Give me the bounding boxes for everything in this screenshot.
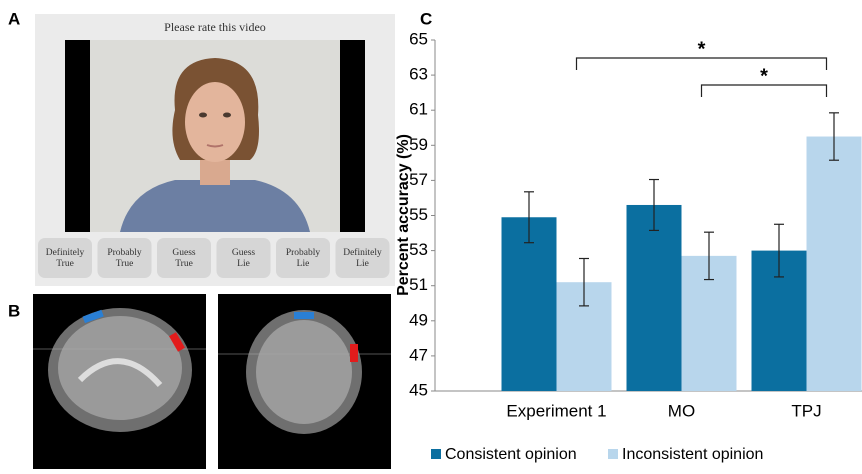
y-tick-label: 47 xyxy=(409,345,428,364)
figure: A B C Please rate this video DefinitelyT… xyxy=(0,0,862,469)
mri-images xyxy=(33,294,391,469)
rating-ui: Please rate this video DefinitelyTruePro… xyxy=(35,14,395,286)
ui-title: Please rate this video xyxy=(164,20,266,34)
button-label: True xyxy=(116,259,134,269)
x-tick-label: MO xyxy=(668,401,695,420)
bar-chart: Percent accuracy (%) 4547495153555759616… xyxy=(395,29,862,463)
y-tick-label: 53 xyxy=(409,240,428,259)
panel-label: B xyxy=(8,301,20,320)
button-label: Definitely xyxy=(343,247,382,258)
panel-label: C xyxy=(420,9,432,28)
y-tick-label: 49 xyxy=(409,310,428,329)
button-label: Guess xyxy=(232,248,256,258)
bar xyxy=(502,217,557,391)
face xyxy=(185,82,245,162)
button-label: Lie xyxy=(237,259,250,269)
y-tick-label: 57 xyxy=(409,170,428,189)
legend-label: Inconsistent opinion xyxy=(622,446,763,463)
bar xyxy=(807,137,862,391)
y-tick-label: 63 xyxy=(409,65,428,84)
y-tick-label: 61 xyxy=(409,100,428,119)
x-tick-label: Experiment 1 xyxy=(506,401,606,420)
eye xyxy=(223,113,231,118)
brain xyxy=(256,320,352,424)
button-label: Probably xyxy=(107,248,142,258)
y-tick-label: 59 xyxy=(409,135,428,154)
y-tick-label: 45 xyxy=(409,380,428,399)
y-tick-label: 51 xyxy=(409,275,428,294)
button-label: Definitely xyxy=(46,247,85,258)
legend-swatch xyxy=(608,449,618,459)
eye xyxy=(199,113,207,118)
significance-label: * xyxy=(698,38,706,60)
button-label: True xyxy=(56,259,74,269)
button-label: Guess xyxy=(172,248,196,258)
panel-label: A xyxy=(8,9,20,28)
stim-marker xyxy=(350,344,358,362)
stim-marker xyxy=(294,312,314,319)
button-label: Lie xyxy=(297,259,310,269)
legend-label: Consistent opinion xyxy=(445,446,577,463)
x-tick-label: TPJ xyxy=(791,401,821,420)
y-tick-label: 65 xyxy=(409,29,428,48)
legend-swatch xyxy=(431,449,441,459)
button-label: Lie xyxy=(356,259,369,269)
button-label: Probably xyxy=(286,248,321,258)
button-label: True xyxy=(175,259,193,269)
significance-label: * xyxy=(760,65,768,87)
bar xyxy=(627,205,682,391)
y-tick-label: 55 xyxy=(409,205,428,224)
brain xyxy=(58,316,182,420)
